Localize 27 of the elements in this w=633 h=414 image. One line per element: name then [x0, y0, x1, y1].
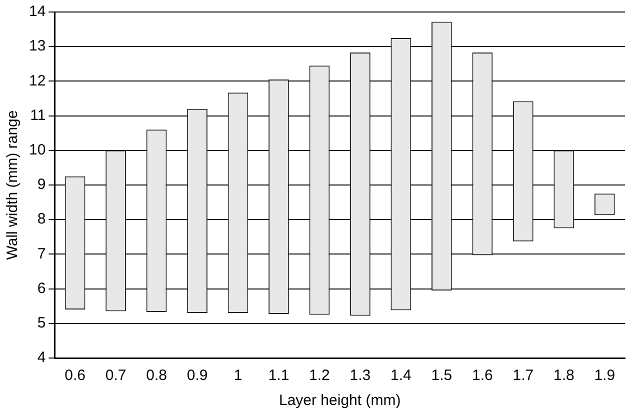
x-tick-label: 1.4: [390, 367, 412, 384]
x-axis-title: Layer height (mm): [278, 392, 401, 410]
x-tick-label: 1.3: [350, 367, 371, 384]
x-tick-label: 0.6: [64, 367, 86, 384]
x-tick-label: 0.9: [186, 367, 208, 384]
y-tick-label: 8: [37, 210, 46, 228]
x-tick-label: 1: [234, 367, 242, 384]
x-tick-label: 1.6: [472, 367, 493, 384]
y-tick-label: 9: [37, 176, 46, 194]
y-tick-label: 7: [37, 245, 46, 262]
x-tick-label: 1.8: [553, 367, 574, 384]
y-tick-label: 14: [28, 3, 46, 20]
x-tick-label: 1.7: [512, 367, 534, 384]
x-tick-label: 1.1: [268, 367, 290, 384]
y-tick-label: 13: [28, 38, 46, 55]
y-tick-label: 10: [28, 142, 46, 159]
x-tick-label: 0.7: [105, 367, 126, 384]
y-tick-label: 6: [37, 280, 46, 297]
y-axis-title: Wall width (mm) range: [4, 110, 22, 260]
x-tick-label: 1.9: [594, 367, 616, 384]
y-tick-label: 5: [37, 314, 46, 332]
x-tick-label: 1.2: [309, 367, 330, 384]
y-tick-label: 11: [30, 106, 46, 124]
y-tick-label: 4: [37, 349, 46, 366]
x-tick-label: 1.5: [431, 367, 452, 384]
x-tick-label: 0.8: [146, 367, 167, 384]
y-tick-label: 12: [28, 72, 46, 90]
